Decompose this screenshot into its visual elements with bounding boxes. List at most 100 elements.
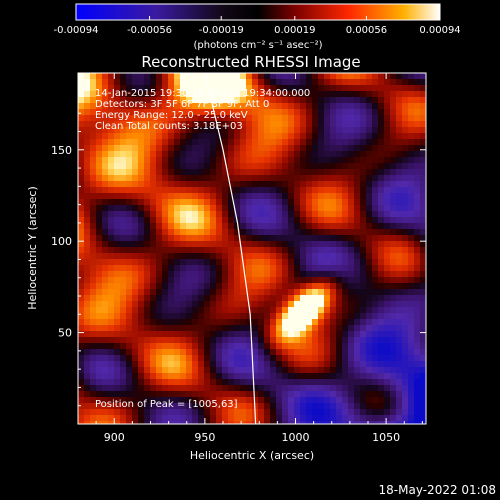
heatmap-cell	[96, 169, 102, 175]
heatmap-cell	[168, 217, 174, 223]
heatmap-cell	[318, 265, 324, 271]
heatmap-cell	[324, 343, 330, 349]
heatmap-cell	[96, 193, 102, 199]
heatmap-cell	[306, 85, 312, 91]
heatmap-cell	[96, 265, 102, 271]
heatmap-cell	[342, 121, 348, 127]
heatmap-cell	[216, 109, 222, 115]
heatmap-cell	[348, 241, 354, 247]
heatmap-cell	[384, 85, 390, 91]
heatmap-cell	[252, 301, 258, 307]
heatmap-cell	[162, 235, 168, 241]
heatmap-cell	[186, 181, 192, 187]
heatmap-cell	[372, 151, 378, 157]
heatmap-cell	[186, 121, 192, 127]
heatmap-cell	[258, 361, 264, 367]
heatmap-cell	[246, 241, 252, 247]
heatmap-cell	[186, 259, 192, 265]
heatmap-cell	[348, 343, 354, 349]
heatmap-cell	[186, 367, 192, 373]
heatmap-cell	[420, 169, 426, 175]
heatmap-cell	[168, 79, 174, 85]
heatmap-cell	[120, 97, 126, 103]
heatmap-cell	[252, 373, 258, 379]
heatmap-cell	[126, 121, 132, 127]
heatmap-cell	[306, 403, 312, 409]
heatmap-cell	[300, 133, 306, 139]
heatmap-cell	[276, 217, 282, 223]
heatmap-cell	[408, 379, 414, 385]
heatmap-cell	[294, 385, 300, 391]
heatmap-cell	[234, 151, 240, 157]
heatmap-cell	[414, 133, 420, 139]
heatmap-cell	[390, 91, 396, 97]
heatmap-cell	[348, 187, 354, 193]
heatmap-cell	[258, 409, 264, 415]
heatmap-cell	[282, 145, 288, 151]
heatmap-cell	[348, 133, 354, 139]
heatmap-cell	[366, 205, 372, 211]
heatmap-cell	[192, 373, 198, 379]
heatmap-cell	[180, 175, 186, 181]
heatmap-cell	[132, 139, 138, 145]
heatmap-cell	[318, 307, 324, 313]
heatmap-cell	[186, 235, 192, 241]
heatmap-cell	[318, 301, 324, 307]
heatmap-cell	[372, 121, 378, 127]
heatmap-cell	[120, 163, 126, 169]
heatmap-cell	[78, 373, 84, 379]
heatmap-cell	[414, 253, 420, 259]
heatmap-cell	[108, 121, 114, 127]
heatmap-cell	[396, 289, 402, 295]
heatmap-cell	[276, 373, 282, 379]
heatmap-cell	[156, 115, 162, 121]
heatmap-cell	[324, 229, 330, 235]
y-tick-label: 100	[51, 235, 72, 248]
heatmap-cell	[240, 283, 246, 289]
heatmap-cell	[312, 415, 318, 421]
heatmap-cell	[210, 301, 216, 307]
heatmap-cell	[402, 139, 408, 145]
heatmap-cell	[318, 295, 324, 301]
heatmap-cell	[210, 307, 216, 313]
heatmap-cell	[288, 295, 294, 301]
heatmap-cell	[360, 235, 366, 241]
heatmap-cell	[384, 115, 390, 121]
heatmap-cell	[162, 157, 168, 163]
heatmap-cell	[288, 115, 294, 121]
heatmap-cell	[150, 265, 156, 271]
heatmap-cell	[222, 247, 228, 253]
heatmap-cell	[360, 409, 366, 415]
heatmap-cell	[180, 139, 186, 145]
heatmap-cell	[168, 235, 174, 241]
heatmap-cell	[366, 85, 372, 91]
heatmap-cell	[264, 367, 270, 373]
heatmap-cell	[174, 385, 180, 391]
heatmap-cell	[300, 391, 306, 397]
heatmap-cell	[108, 391, 114, 397]
heatmap-cell	[366, 145, 372, 151]
heatmap-cell	[162, 415, 168, 421]
heatmap-cell	[84, 181, 90, 187]
heatmap-cell	[132, 121, 138, 127]
heatmap-cell	[414, 271, 420, 277]
heatmap-cell	[378, 97, 384, 103]
heatmap-cell	[156, 349, 162, 355]
heatmap-cell	[294, 241, 300, 247]
heatmap-cell	[306, 109, 312, 115]
heatmap-cell	[264, 271, 270, 277]
heatmap-cell	[252, 115, 258, 121]
heatmap-cell	[216, 181, 222, 187]
heatmap-cell	[192, 421, 198, 424]
heatmap-cell	[360, 247, 366, 253]
heatmap-cell	[342, 253, 348, 259]
heatmap-cell	[348, 409, 354, 415]
heatmap-cell	[270, 193, 276, 199]
heatmap-cell	[282, 319, 288, 325]
heatmap-cell	[414, 73, 420, 79]
heatmap-cell	[84, 169, 90, 175]
heatmap-cell	[294, 379, 300, 385]
heatmap-cell	[108, 313, 114, 319]
heatmap-cell	[300, 289, 306, 295]
heatmap-cell	[222, 253, 228, 259]
